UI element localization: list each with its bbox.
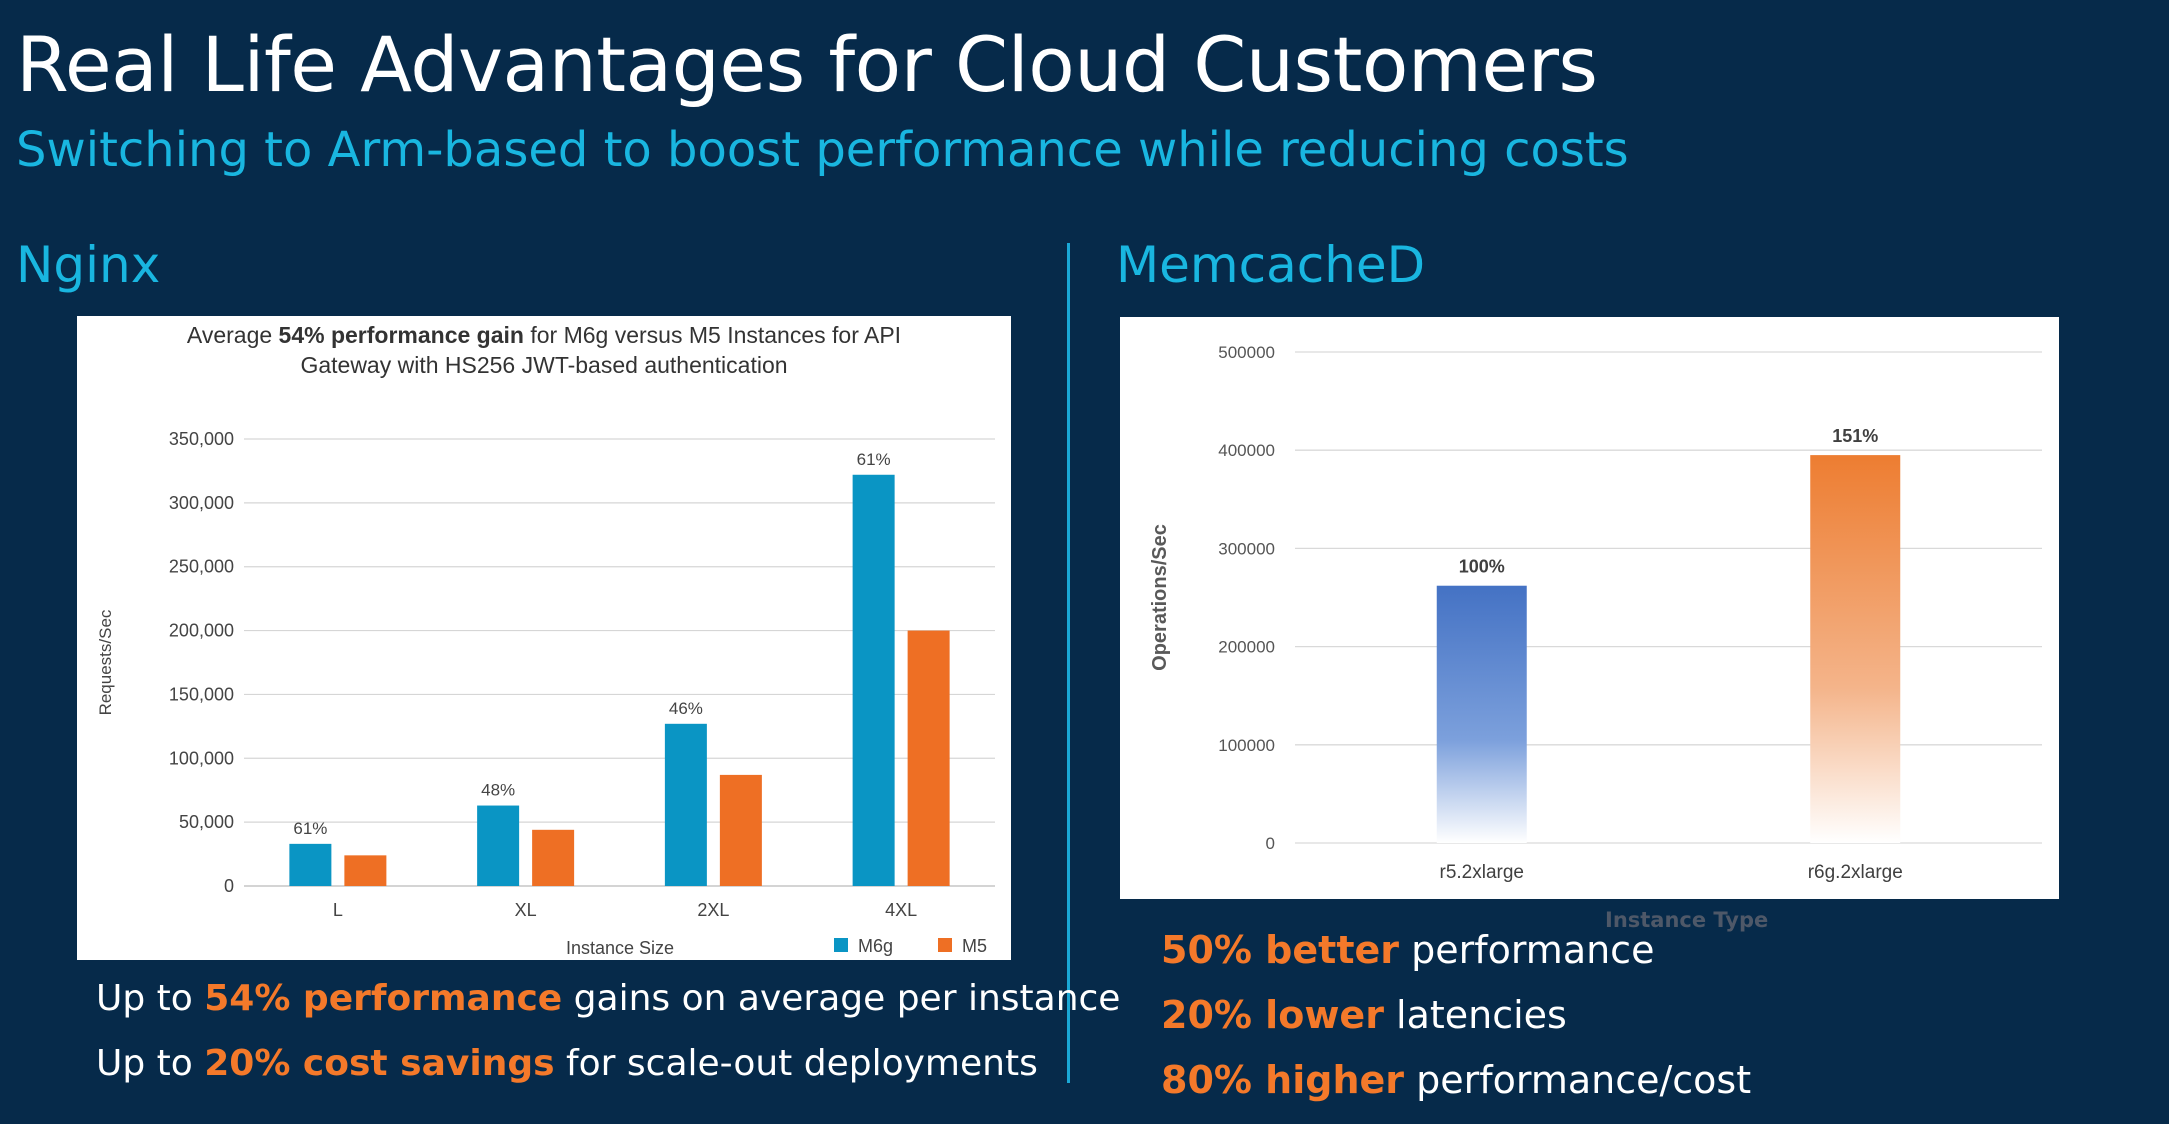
nginx-chart-panel: Average 54% performance gain for M6g ver… (77, 316, 1011, 960)
y-tick-label: 350,000 (169, 429, 234, 449)
bar-m5-2xl (719, 774, 762, 886)
memcached-claim-3: 80% higher performance/cost (1161, 1058, 1751, 1102)
bar-annotation: 46% (669, 699, 703, 718)
bar-r6g-2xlarge (1810, 455, 1901, 843)
y-tick-label: 100000 (1218, 736, 1275, 755)
bar-m5-l (344, 855, 387, 886)
bar-m6g-xl (477, 805, 520, 886)
claim-text: Up to (96, 1043, 205, 1084)
memcached-section-title: MemcacheD (1116, 236, 1426, 294)
bar-m6g-2xl (664, 723, 707, 886)
x-tick-label: 4XL (885, 900, 917, 920)
chart-title-line2: Gateway with HS256 JWT-based authenticat… (300, 352, 787, 378)
claim-text: performance/cost (1404, 1058, 1752, 1102)
y-tick-label: 150,000 (169, 684, 234, 704)
nginx-claim-2: Up to 20% cost savings for scale-out dep… (96, 1043, 1038, 1084)
claim-text: performance (1399, 928, 1655, 972)
slide-title: Real Life Advantages for Cloud Customers (16, 20, 1598, 109)
y-tick-label: 300,000 (169, 493, 234, 513)
y-axis-label: Requests/Sec (96, 609, 115, 715)
memcached-x-axis-label: Instance Type (1605, 908, 1769, 932)
x-axis-label: Instance Size (566, 938, 674, 958)
claim-highlight: 20% lower (1161, 993, 1384, 1037)
bar-annotation: 61% (857, 450, 891, 469)
y-tick-label: 250,000 (169, 557, 234, 577)
y-tick-label: 0 (224, 876, 234, 896)
legend-swatch-m5 (938, 938, 952, 952)
claim-text: Up to (96, 978, 205, 1019)
bar-data-label: 151% (1832, 426, 1878, 446)
claim-highlight: 54% performance (204, 978, 563, 1019)
bar-m5-4xl (907, 630, 950, 886)
y-tick-label: 100,000 (169, 748, 234, 768)
nginx-chart: Average 54% performance gain for M6g ver… (96, 322, 995, 958)
memcached-chart: 0 100000 200000 300000 400000 500000 Operation… (1149, 343, 2042, 883)
y-tick-label: 200000 (1218, 638, 1275, 657)
chart-title-part-2: for M6g versus M5 Instances for API (524, 322, 901, 348)
legend-label-m6g: M6g (858, 936, 893, 956)
memcached-claim-1: 50% better performance (1161, 928, 1654, 972)
y-tick-label: 400000 (1218, 441, 1275, 460)
memcached-chart-panel: 0 100000 200000 300000 400000 500000 Operation… (1120, 317, 2059, 899)
bar-r5-2xlarge (1436, 585, 1527, 843)
x-tick-label: L (333, 900, 343, 920)
chart-title-part-0: Average (187, 322, 279, 348)
bar-data-label: 100% (1459, 557, 1505, 577)
y-tick-label: 0 (1266, 834, 1275, 853)
nginx-claim-1: Up to 54% performance gains on average p… (96, 978, 1120, 1019)
y-tick-label: 50,000 (179, 812, 234, 832)
claim-text: gains on average per instance (562, 978, 1121, 1019)
bar-annotation: 48% (481, 781, 515, 800)
bar-m6g-4xl (852, 474, 895, 886)
claim-highlight: 20% cost savings (204, 1043, 555, 1084)
slide-subtitle: Switching to Arm-based to boost performa… (16, 122, 1629, 178)
claim-text: for scale-out deployments (554, 1043, 1038, 1084)
legend-swatch-m6g (834, 938, 848, 952)
claim-highlight: 80% higher (1161, 1058, 1405, 1102)
chart-title-line1: Average 54% performance gain for M6g ver… (187, 322, 901, 348)
y-axis-label: Operations/Sec (1149, 524, 1171, 671)
memcached-claim-2: 20% lower latencies (1161, 993, 1567, 1037)
x-tick-label: r6g.2xlarge (1808, 862, 1903, 883)
y-tick-label: 300000 (1218, 539, 1275, 558)
bar-annotation: 61% (293, 819, 327, 838)
bar-m5-xl (532, 829, 575, 886)
claim-highlight: 50% better (1161, 928, 1400, 972)
chart-title-part-1: 54% performance gain (279, 322, 524, 348)
y-tick-label: 500000 (1218, 343, 1275, 362)
bar-m6g-l (289, 843, 332, 886)
section-divider (1067, 243, 1070, 1083)
claim-text: latencies (1383, 993, 1567, 1037)
x-tick-label: r5.2xlarge (1440, 862, 1525, 883)
nginx-section-title: Nginx (16, 236, 161, 294)
x-tick-label: XL (515, 900, 537, 920)
x-tick-label: 2XL (697, 900, 729, 920)
legend-label-m5: M5 (962, 936, 987, 956)
y-tick-label: 200,000 (169, 621, 234, 641)
